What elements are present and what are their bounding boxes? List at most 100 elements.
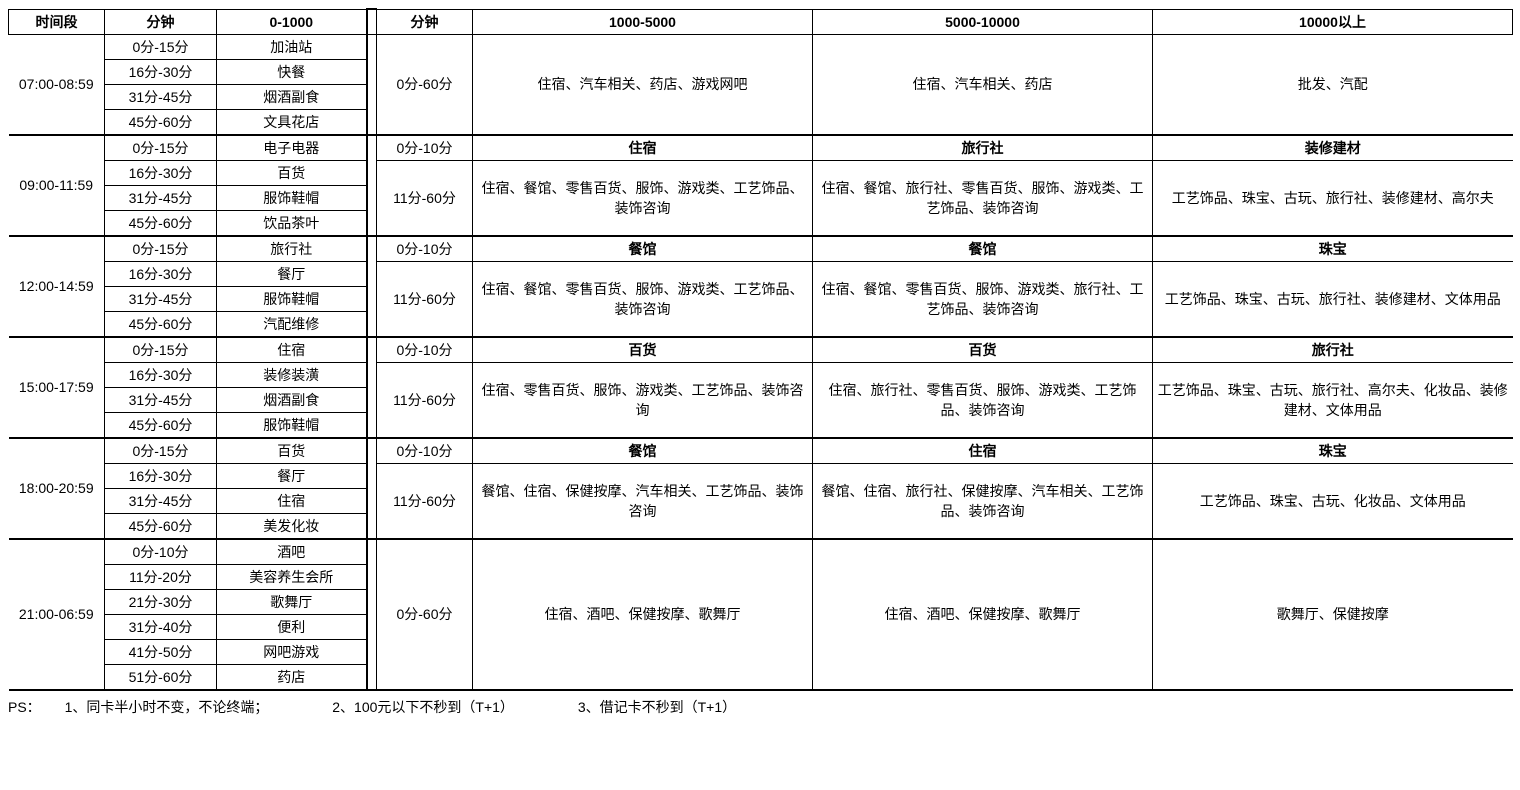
range-5000-10000-cell: 旅行社 — [813, 135, 1153, 161]
gap-cell — [367, 135, 377, 236]
range-10000-cell: 工艺饰品、珠宝、古玩、旅行社、装修建材、高尔夫 — [1153, 160, 1513, 236]
category-cell: 餐厅 — [217, 463, 367, 488]
category-cell: 餐厅 — [217, 261, 367, 286]
category-cell: 百货 — [217, 160, 367, 185]
gap-cell — [367, 236, 377, 337]
category-cell: 快餐 — [217, 59, 367, 84]
minute-cell: 41分-50分 — [105, 639, 217, 664]
minute-cell: 21分-30分 — [105, 589, 217, 614]
time-slot-cell: 15:00-17:59 — [9, 337, 105, 438]
minute2-cell: 11分-60分 — [377, 362, 473, 438]
minute2-cell: 0分-60分 — [377, 34, 473, 135]
category-cell: 加油站 — [217, 34, 367, 59]
time-slot-cell: 07:00-08:59 — [9, 34, 105, 135]
range-1000-5000-cell: 餐馆、住宿、保健按摩、汽车相关、工艺饰品、装饰咨询 — [473, 463, 813, 539]
minute-cell: 0分-15分 — [105, 337, 217, 363]
category-cell: 文具花店 — [217, 109, 367, 135]
category-cell: 饮品茶叶 — [217, 210, 367, 236]
range-5000-10000-cell: 住宿、餐馆、零售百货、服饰、游戏类、旅行社、工艺饰品、装饰咨询 — [813, 261, 1153, 337]
minute2-cell: 0分-10分 — [377, 135, 473, 161]
range-1000-5000-cell: 住宿、餐馆、零售百货、服饰、游戏类、工艺饰品、装饰咨询 — [473, 261, 813, 337]
time-slot-cell: 21:00-06:59 — [9, 539, 105, 690]
minute-cell: 31分-45分 — [105, 387, 217, 412]
range-10000-cell: 歌舞厅、保健按摩 — [1153, 539, 1513, 690]
range-1000-5000-cell: 餐馆 — [473, 236, 813, 262]
footer-note-2: 2、100元以下不秒到（T+1） — [332, 699, 514, 715]
header-cell: 分钟 — [377, 9, 473, 34]
range-10000-cell: 珠宝 — [1153, 236, 1513, 262]
category-cell: 美发化妆 — [217, 513, 367, 539]
range-5000-10000-cell: 住宿、汽车相关、药店 — [813, 34, 1153, 135]
range-10000-cell: 工艺饰品、珠宝、古玩、化妆品、文体用品 — [1153, 463, 1513, 539]
category-cell: 住宿 — [217, 488, 367, 513]
time-slot-cell: 18:00-20:59 — [9, 438, 105, 539]
range-10000-cell: 工艺饰品、珠宝、古玩、旅行社、装修建材、文体用品 — [1153, 261, 1513, 337]
category-cell: 酒吧 — [217, 539, 367, 565]
minute-cell: 31分-45分 — [105, 488, 217, 513]
minute2-cell: 0分-10分 — [377, 438, 473, 464]
minute2-cell: 11分-60分 — [377, 261, 473, 337]
category-cell: 烟酒副食 — [217, 387, 367, 412]
category-cell: 服饰鞋帽 — [217, 286, 367, 311]
gap-cell — [367, 337, 377, 438]
minute-cell: 45分-60分 — [105, 311, 217, 337]
header-cell: 时间段 — [9, 9, 105, 34]
range-10000-cell: 批发、汽配 — [1153, 34, 1513, 135]
schedule-table: 时间段分钟0-1000分钟1000-50005000-1000010000以上0… — [8, 8, 1513, 691]
range-1000-5000-cell: 住宿、酒吧、保健按摩、歌舞厅 — [473, 539, 813, 690]
range-10000-cell: 工艺饰品、珠宝、古玩、旅行社、高尔夫、化妆品、装修建材、文体用品 — [1153, 362, 1513, 438]
minute-cell: 16分-30分 — [105, 59, 217, 84]
minute-cell: 45分-60分 — [105, 210, 217, 236]
header-cell: 0-1000 — [217, 9, 367, 34]
minute-cell: 16分-30分 — [105, 463, 217, 488]
footer-note-1: 1、同卡半小时不变，不论终端； — [65, 699, 269, 715]
minute-cell: 45分-60分 — [105, 513, 217, 539]
minute-cell: 0分-15分 — [105, 438, 217, 464]
minute-cell: 45分-60分 — [105, 412, 217, 438]
header-cell: 10000以上 — [1153, 9, 1513, 34]
header-cell: 5000-10000 — [813, 9, 1153, 34]
minute-cell: 0分-15分 — [105, 135, 217, 161]
minute-cell: 31分-40分 — [105, 614, 217, 639]
minute2-cell: 0分-10分 — [377, 236, 473, 262]
range-5000-10000-cell: 餐馆 — [813, 236, 1153, 262]
category-cell: 服饰鞋帽 — [217, 185, 367, 210]
time-slot-cell: 12:00-14:59 — [9, 236, 105, 337]
category-cell: 烟酒副食 — [217, 84, 367, 109]
header-cell: 1000-5000 — [473, 9, 813, 34]
gap-cell — [367, 9, 377, 34]
header-cell: 分钟 — [105, 9, 217, 34]
range-5000-10000-cell: 百货 — [813, 337, 1153, 363]
range-5000-10000-cell: 住宿、旅行社、零售百货、服饰、游戏类、工艺饰品、装饰咨询 — [813, 362, 1153, 438]
gap-cell — [367, 438, 377, 539]
category-cell: 装修装潢 — [217, 362, 367, 387]
range-10000-cell: 装修建材 — [1153, 135, 1513, 161]
minute-cell: 16分-30分 — [105, 362, 217, 387]
category-cell: 住宿 — [217, 337, 367, 363]
category-cell: 网吧游戏 — [217, 639, 367, 664]
minute-cell: 31分-45分 — [105, 185, 217, 210]
range-10000-cell: 珠宝 — [1153, 438, 1513, 464]
range-1000-5000-cell: 餐馆 — [473, 438, 813, 464]
range-1000-5000-cell: 住宿、餐馆、零售百货、服饰、游戏类、工艺饰品、装饰咨询 — [473, 160, 813, 236]
minute-cell: 45分-60分 — [105, 109, 217, 135]
minute-cell: 51分-60分 — [105, 664, 217, 690]
gap-cell — [367, 539, 377, 690]
category-cell: 便利 — [217, 614, 367, 639]
minute-cell: 0分-15分 — [105, 34, 217, 59]
range-10000-cell: 旅行社 — [1153, 337, 1513, 363]
minute-cell: 16分-30分 — [105, 261, 217, 286]
minute-cell: 31分-45分 — [105, 84, 217, 109]
footer-note-3: 3、借记卡不秒到（T+1） — [578, 699, 736, 715]
minute-cell: 11分-20分 — [105, 564, 217, 589]
category-cell: 电子电器 — [217, 135, 367, 161]
minute-cell: 16分-30分 — [105, 160, 217, 185]
category-cell: 美容养生会所 — [217, 564, 367, 589]
footer-notes: PS： 1、同卡半小时不变，不论终端； 2、100元以下不秒到（T+1） 3、借… — [8, 697, 1512, 717]
range-5000-10000-cell: 住宿 — [813, 438, 1153, 464]
gap-cell — [367, 34, 377, 135]
minute2-cell: 0分-10分 — [377, 337, 473, 363]
category-cell: 药店 — [217, 664, 367, 690]
range-1000-5000-cell: 住宿、汽车相关、药店、游戏网吧 — [473, 34, 813, 135]
category-cell: 旅行社 — [217, 236, 367, 262]
